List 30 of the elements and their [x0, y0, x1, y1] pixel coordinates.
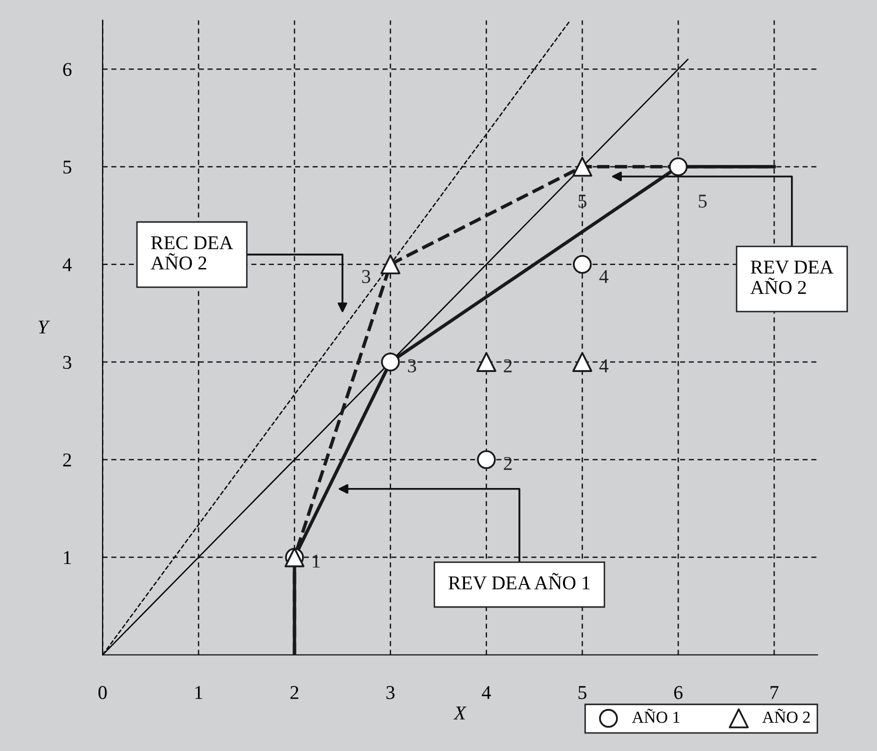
- y-tick-label: 4: [62, 258, 72, 272]
- x-tick-label: 6: [674, 686, 683, 700]
- y-axis-title: Y: [38, 320, 50, 334]
- annotation: 5: [578, 194, 586, 208]
- y-tick-label: 2: [63, 453, 71, 466]
- x-axis-title: X: [453, 706, 467, 720]
- x-tick-label: 5: [578, 686, 586, 700]
- annotation: 4: [599, 359, 608, 372]
- x-tick-label: 0: [98, 686, 107, 700]
- annotation: 4: [599, 270, 608, 283]
- annotation: 1: [312, 554, 320, 568]
- x-tick-label: 1: [195, 686, 202, 699]
- annotation: REC DEA AÑO 2: [150, 236, 234, 270]
- legend-label: AÑO 2: [762, 708, 810, 723]
- legend-label: AÑO 1: [632, 708, 680, 723]
- x-tick-label: 3: [386, 686, 395, 700]
- annotation: 2: [504, 456, 512, 470]
- y-tick-label: 5: [63, 160, 72, 174]
- annotation: 3: [408, 359, 416, 372]
- x-tick-label: 2: [290, 686, 298, 699]
- annotation: REV DEA AÑO 1: [448, 573, 590, 590]
- annotation: 3: [362, 270, 370, 284]
- y-tick-label: 6: [63, 62, 72, 76]
- y-tick-label: 3: [63, 356, 72, 369]
- annotation: 5: [698, 194, 707, 208]
- x-tick-label: 4: [482, 686, 491, 699]
- x-tick-label: 7: [770, 686, 778, 699]
- annotation: REV DEA AÑO 2: [750, 260, 834, 294]
- y-tick-label: 1: [64, 551, 71, 564]
- annotation: 2: [504, 359, 512, 372]
